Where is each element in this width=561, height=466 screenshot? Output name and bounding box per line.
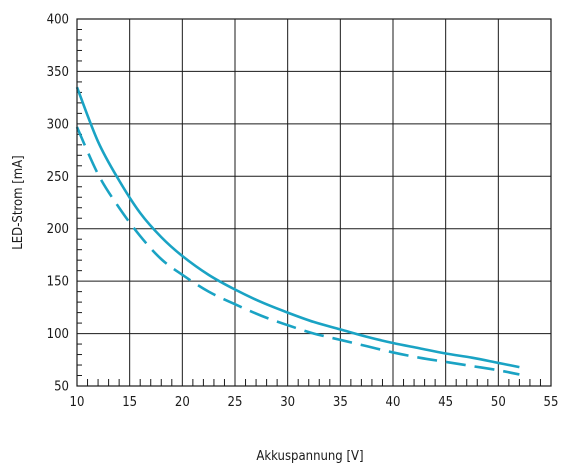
minor-ticks xyxy=(77,28,541,386)
grid xyxy=(77,19,551,386)
x-tick-label: 45 xyxy=(438,395,453,410)
series-line-solid xyxy=(75,86,520,369)
x-tick-labels: 10 15 20 25 30 35 40 45 50 55 xyxy=(70,395,559,410)
y-tick-label: 200 xyxy=(47,222,69,237)
y-tick-label: 250 xyxy=(47,170,69,185)
y-axis-label: LED-Strom [mA] xyxy=(11,155,26,249)
x-tick-label: 15 xyxy=(122,395,137,410)
x-tick-label: 10 xyxy=(70,395,85,410)
y-tick-label: 100 xyxy=(47,327,69,342)
series-line-dashed xyxy=(75,126,520,376)
y-tick-label: 350 xyxy=(47,65,69,80)
x-tick-label: 55 xyxy=(544,395,559,410)
y-tick-label: 400 xyxy=(47,13,69,28)
y-tick-label: 50 xyxy=(54,380,69,395)
plot-frame xyxy=(76,18,552,387)
y-tick-labels: 50 100 150 200 250 300 350 400 xyxy=(47,13,69,395)
x-tick-label: 50 xyxy=(491,395,506,410)
x-tick-label: 35 xyxy=(333,395,348,410)
x-tick-label: 30 xyxy=(280,395,295,410)
x-tick-label: 25 xyxy=(228,395,243,410)
series-lines xyxy=(75,86,520,376)
x-tick-label: 20 xyxy=(175,395,190,410)
x-tick-label: 40 xyxy=(386,395,401,410)
y-tick-label: 300 xyxy=(47,117,69,132)
y-tick-label: 150 xyxy=(47,275,69,290)
x-axis-label: Akkuspannung [V] xyxy=(256,449,363,464)
